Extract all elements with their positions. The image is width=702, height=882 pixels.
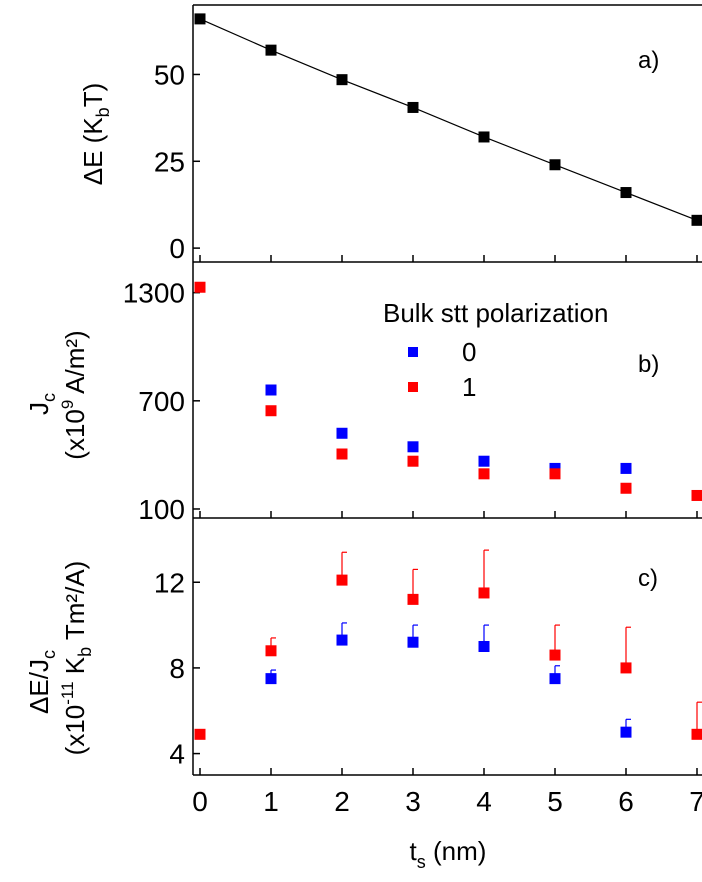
panel-c-ylabel-line2: (x10-11 Kb Tm²/A)	[58, 561, 95, 756]
panel-b-data-point	[478, 455, 490, 467]
panel-b-data-point	[336, 427, 348, 439]
panel-a-frame	[192, 4, 702, 263]
panel-c-ytick-label: 12	[154, 567, 185, 598]
panel-b-data-point	[549, 468, 561, 480]
x-tick-label: 3	[405, 786, 421, 817]
legend: Bulk stt polarization 0 1	[383, 298, 608, 402]
legend-label-series-0: 0	[462, 337, 476, 367]
legend-marker-series-0	[408, 347, 418, 357]
panel-a-ylabel: ΔE (KbT)	[78, 83, 113, 186]
panel-a-data-point	[194, 13, 206, 25]
panel-a-data-point	[620, 187, 632, 199]
panel-c-data-point	[478, 641, 490, 652]
data-markers	[194, 13, 702, 740]
panel-c-data-point	[407, 636, 419, 648]
panel-c-data-point	[620, 662, 632, 674]
panel-c-data-point	[549, 649, 561, 661]
panel-a-series-line	[199, 18, 698, 221]
panel-c-ylabel-line1: ΔE/Jc	[24, 650, 59, 714]
panel-c-data-point	[691, 728, 702, 740]
panel-b-ylabel-line2: (x109 A/m²)	[58, 330, 90, 459]
panel-b-data-point	[336, 448, 348, 460]
panel-c-data-point	[194, 728, 206, 740]
panel-b-frame	[192, 262, 702, 519]
panel-b-data-point	[265, 405, 277, 417]
panel-a-data-point	[407, 101, 419, 113]
panel-c-data-point	[407, 593, 419, 605]
x-tick-label: 6	[618, 786, 634, 817]
panel-c-frame	[192, 518, 702, 776]
panel-c-ytick-label: 4	[169, 739, 185, 770]
panel-a-data-point	[265, 44, 277, 56]
panel-b-label: b)	[638, 351, 659, 378]
panel-b-data-point	[407, 455, 419, 467]
connecting-lines	[199, 18, 698, 221]
panel-b-data-point	[691, 489, 702, 501]
panel-b-data-point	[478, 468, 490, 480]
panel-b-data-point	[194, 281, 206, 293]
panel-b-ytick-label: 1300	[123, 278, 185, 309]
legend-label-series-1: 1	[462, 372, 476, 402]
panel-b-data-point	[407, 441, 419, 453]
panel-b-ytick-label: 100	[138, 494, 185, 525]
panel-a-data-point	[691, 214, 702, 226]
panel-b-data-point	[265, 384, 277, 396]
panel-b-ylabel-line1: Jc	[24, 393, 59, 415]
panel-c-data-point	[265, 673, 277, 685]
x-tick-label: 0	[192, 786, 208, 817]
panel-c-data-point	[549, 673, 561, 685]
panel-c-data-point	[620, 726, 632, 738]
panel-c-data-point	[265, 645, 277, 657]
legend-marker-series-1	[408, 382, 418, 392]
panel-c-data-point	[336, 634, 348, 646]
panel-a-data-point	[336, 74, 348, 86]
panel-c-data-point	[336, 574, 348, 586]
x-tick-label: 2	[334, 786, 350, 817]
x-tick-label: 1	[263, 786, 279, 817]
panel-a-ytick-label: 25	[154, 146, 185, 177]
panel-a-label: a)	[638, 47, 659, 74]
panel-c-data-point	[478, 587, 490, 599]
x-axis-label: ts (nm)	[410, 836, 487, 872]
panel-c-label: c)	[638, 565, 658, 592]
panel-b-ytick-label: 700	[138, 386, 185, 417]
panel-a-data-point	[478, 131, 490, 143]
panel-b-data-point	[620, 482, 632, 494]
panel-b-data-point	[620, 462, 632, 474]
panel-a-ytick-label: 50	[154, 59, 185, 90]
legend-title: Bulk stt polarization	[383, 298, 608, 328]
panel-a-ytick-label: 0	[169, 233, 185, 264]
x-tick-label: 4	[476, 786, 492, 817]
x-tick-label: 7	[689, 786, 702, 817]
x-tick-label: 5	[547, 786, 563, 817]
panel-c-ytick-label: 8	[169, 653, 185, 684]
panel-a-data-point	[549, 159, 561, 171]
